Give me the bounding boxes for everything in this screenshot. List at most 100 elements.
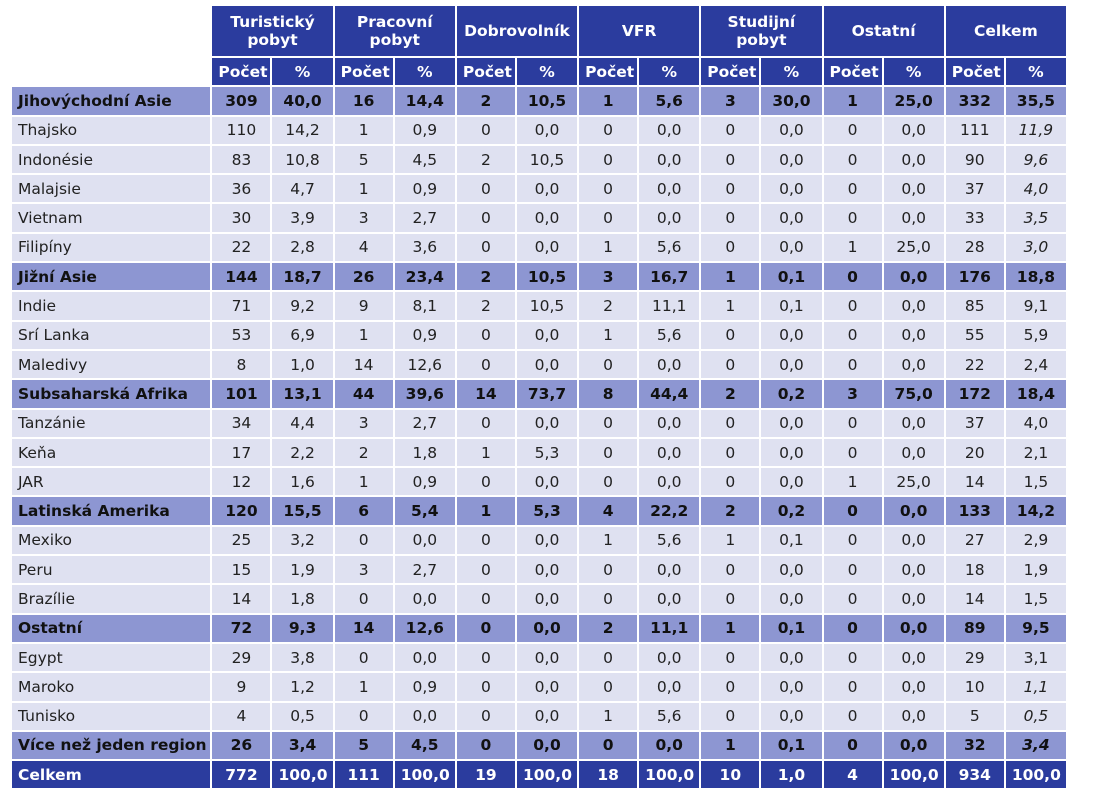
count-cell: 34: [212, 409, 271, 437]
count-cell: 0: [579, 175, 638, 203]
subheader-row: Počet% Počet% Počet% Počet% Počet% Počet% Poče…: [12, 58, 1066, 86]
count-cell: 0: [701, 145, 760, 174]
percent-cell: 0,0: [516, 702, 578, 730]
percent-cell: 2,7: [394, 556, 455, 584]
table-row: Peru 15 1,9 3 2,7 0 0,0 0 0,0 0 0,0 0 0,0 18 1,9: [12, 556, 1066, 584]
percent-cell: 0,0: [639, 145, 700, 174]
count-cell: 1: [456, 497, 515, 525]
percent-cell: 0,0: [883, 643, 944, 672]
count-cell: 0: [823, 702, 882, 730]
region-row: Latinská Amerika 120 15,5 6 5,4 1 5,3 4 22,2 2 0,2…: [12, 497, 1066, 525]
percent-cell: 10,8: [272, 145, 333, 174]
count-cell: 111: [334, 761, 393, 789]
subheader-corner: [12, 58, 211, 86]
count-cell: 0: [701, 673, 760, 701]
count-cell: 133: [945, 497, 1004, 525]
percent-cell: 1,5: [1005, 468, 1066, 496]
count-cell: 0: [456, 556, 515, 584]
count-cell: 2: [579, 292, 638, 320]
percent-cell: 10,5: [516, 145, 578, 174]
percent-cell: 0,1: [761, 526, 822, 555]
count-cell: 30: [212, 204, 271, 232]
percent-cell: 0,0: [883, 116, 944, 144]
percent-cell: 1,1: [1005, 673, 1066, 701]
count-cell: 0: [456, 673, 515, 701]
count-cell: 4: [579, 497, 638, 525]
count-cell: 0: [823, 673, 882, 701]
count-cell: 8: [212, 350, 271, 379]
percent-cell: 0,0: [883, 585, 944, 613]
count-cell: 0: [823, 350, 882, 379]
row-label: Tunisko: [12, 702, 211, 730]
percent-cell: 100,0: [394, 761, 455, 789]
row-label: Maledivy: [12, 350, 211, 379]
count-cell: 1: [823, 233, 882, 262]
group-header-row: Turistický pobyt Pracovní pobyt Dobrovolní…: [12, 6, 1066, 56]
table-row: JAR 12 1,6 1 0,9 0 0,0 0 0,0 0 0,0 1 25,0 14 1,5: [12, 468, 1066, 496]
count-cell: 4: [212, 702, 271, 730]
count-cell: 0: [823, 116, 882, 144]
row-label: Indie: [12, 292, 211, 320]
table-row: Indonésie 83 10,8 5 4,5 2 10,5 0 0,0 0 0,0 0 0,0 90 9,…: [12, 145, 1066, 174]
percent-cell: 1,8: [394, 438, 455, 467]
percent-cell: 0,2: [761, 380, 822, 408]
count-cell: 0: [334, 526, 393, 555]
count-cell: 53: [212, 321, 271, 349]
percent-subheader: %: [883, 58, 944, 86]
row-label: Thajsko: [12, 116, 211, 144]
percent-cell: 3,2: [272, 526, 333, 555]
percent-cell: 0,0: [883, 497, 944, 525]
percent-cell: 0,0: [639, 409, 700, 437]
count-cell: 8: [579, 380, 638, 408]
table-row: Maledivy 8 1,0 14 12,6 0 0,0 0 0,0 0 0,0 0 0,0 22 2,4: [12, 350, 1066, 379]
percent-cell: 0,0: [516, 468, 578, 496]
row-label: Celkem: [12, 761, 211, 789]
percent-cell: 75,0: [883, 380, 944, 408]
row-label: JAR: [12, 468, 211, 496]
percent-cell: 0,0: [883, 321, 944, 349]
count-cell: 0: [456, 614, 515, 642]
count-cell: 0: [456, 116, 515, 144]
count-cell: 0: [579, 585, 638, 613]
count-cell: 1: [701, 263, 760, 291]
percent-cell: 0,0: [394, 585, 455, 613]
percent-cell: 9,1: [1005, 292, 1066, 320]
count-cell: 3: [334, 556, 393, 584]
percent-cell: 39,6: [394, 380, 455, 408]
count-cell: 1: [823, 468, 882, 496]
percent-cell: 3,9: [272, 204, 333, 232]
count-cell: 0: [701, 321, 760, 349]
count-cell: 0: [334, 643, 393, 672]
percent-cell: 0,0: [761, 204, 822, 232]
count-subheader: Počet: [334, 58, 393, 86]
region-row: Ostatní 72 9,3 14 12,6 0 0,0 2 11,1 1 0,1 0 0,0 89 9,5: [12, 614, 1066, 642]
percent-cell: 5,6: [639, 702, 700, 730]
percent-cell: 12,6: [394, 350, 455, 379]
count-cell: 10: [701, 761, 760, 789]
percent-cell: 11,1: [639, 614, 700, 642]
percent-cell: 0,0: [394, 702, 455, 730]
percent-cell: 25,0: [883, 468, 944, 496]
percent-cell: 0,0: [516, 204, 578, 232]
region-row: Subsaharská Afrika 101 13,1 44 39,6 14 73,7 8 44…: [12, 380, 1066, 408]
percent-cell: 12,6: [394, 614, 455, 642]
row-label: Egypt: [12, 643, 211, 672]
percent-cell: 2,7: [394, 204, 455, 232]
count-cell: 2: [456, 263, 515, 291]
count-cell: 0: [456, 409, 515, 437]
row-label: Peru: [12, 556, 211, 584]
count-cell: 1: [579, 702, 638, 730]
count-cell: 0: [823, 526, 882, 555]
percent-cell: 30,0: [761, 87, 822, 115]
percent-cell: 3,8: [272, 643, 333, 672]
count-cell: 0: [823, 585, 882, 613]
count-cell: 0: [701, 556, 760, 584]
percent-cell: 0,0: [639, 673, 700, 701]
percent-cell: 0,0: [516, 643, 578, 672]
count-cell: 110: [212, 116, 271, 144]
count-cell: 44: [334, 380, 393, 408]
row-label: Jihovýchodní Asie: [12, 87, 211, 115]
percent-cell: 0,0: [883, 526, 944, 555]
percent-cell: 0,0: [761, 145, 822, 174]
percent-cell: 10,5: [516, 87, 578, 115]
